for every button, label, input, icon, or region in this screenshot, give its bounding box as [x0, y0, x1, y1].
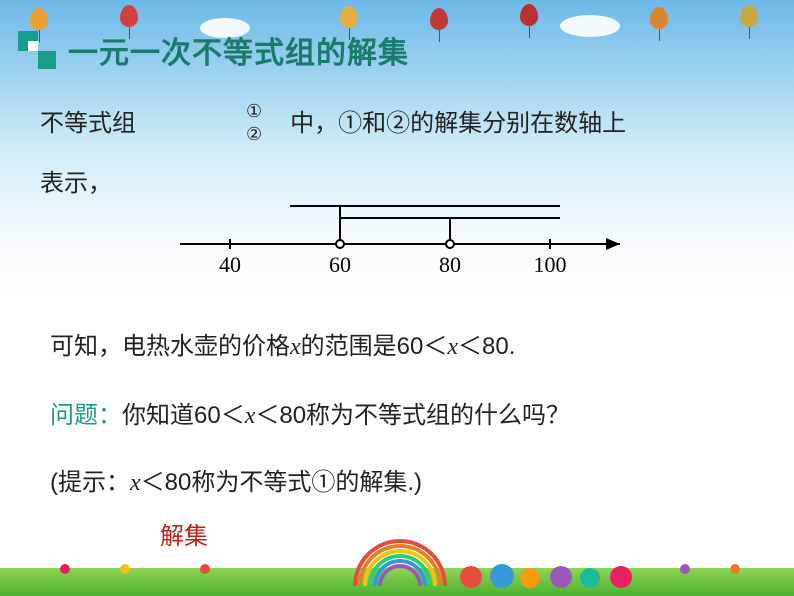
conclusion-end: ＜80. [458, 333, 515, 360]
var-x-2: x [447, 334, 458, 360]
intro-pre: 不等式组 [40, 101, 136, 147]
cloud-icon [560, 15, 620, 37]
intro-post: 中，①和②的解集分别在数轴上 [290, 101, 626, 147]
intro-line-1: 不等式组 ① ② 中，①和②的解集分别在数轴上 [40, 100, 754, 147]
svg-text:40: 40 [219, 252, 241, 277]
svg-text:60: 60 [329, 252, 351, 277]
flower-icon [60, 564, 70, 574]
hint-pre: (提示： [50, 469, 130, 496]
var-x-1: x [290, 334, 301, 360]
slide-content: 不等式组 ① ② 中，①和②的解集分别在数轴上 表示， 可知，电热水壶的价格x的… [40, 100, 754, 551]
balloon-icon [30, 8, 48, 30]
slide-header: 一元一次不等式组的解集 [0, 28, 409, 72]
var-x-4: x [130, 470, 141, 496]
kid-icon [550, 566, 572, 588]
kid-icon [520, 568, 540, 588]
kid-icon [460, 566, 482, 588]
kid-icon [610, 566, 632, 588]
hint-line: (提示：x＜80称为不等式①的解集.) [50, 460, 754, 507]
question-text-a: 你知道60＜ [122, 402, 245, 429]
number-line-diagram: 40 60 80 100 [160, 198, 640, 278]
flower-icon [120, 564, 130, 574]
svg-text:100: 100 [534, 252, 567, 277]
rainbow-icon [350, 536, 450, 586]
question-text-b: ＜80称为不等式组的什么吗？ [255, 402, 570, 429]
conclusion-post: 的范围是60＜ [301, 333, 448, 360]
svg-text:80: 80 [439, 252, 461, 277]
balloon-icon [520, 4, 538, 26]
balloon-icon [740, 5, 758, 27]
balloon-icon [430, 8, 448, 30]
hint-mid: ＜80称为不等式①的解集.) [141, 469, 422, 496]
kid-icon [490, 564, 514, 588]
conclusion-pre: 可知，电热水壶的价格 [50, 333, 290, 360]
flower-icon [730, 564, 740, 574]
bottom-decoration [0, 546, 794, 596]
var-x-3: x [245, 403, 256, 429]
slide-title: 一元一次不等式组的解集 [68, 28, 409, 72]
question-line: 问题：你知道60＜x＜80称为不等式组的什么吗？ [50, 393, 754, 440]
inequality-markers: ① ② [246, 100, 262, 147]
balloon-icon [340, 6, 358, 28]
flower-icon [200, 564, 210, 574]
marker-1: ① [246, 100, 262, 123]
marker-2: ② [246, 123, 262, 146]
balloon-icon [650, 7, 668, 29]
header-icon [18, 31, 56, 69]
balloon-icon [120, 5, 138, 27]
flower-icon [680, 564, 690, 574]
kid-icon [580, 568, 600, 588]
question-label: 问题： [50, 402, 122, 429]
conclusion-line: 可知，电热水壶的价格x的范围是60＜x＜80. [50, 324, 754, 371]
